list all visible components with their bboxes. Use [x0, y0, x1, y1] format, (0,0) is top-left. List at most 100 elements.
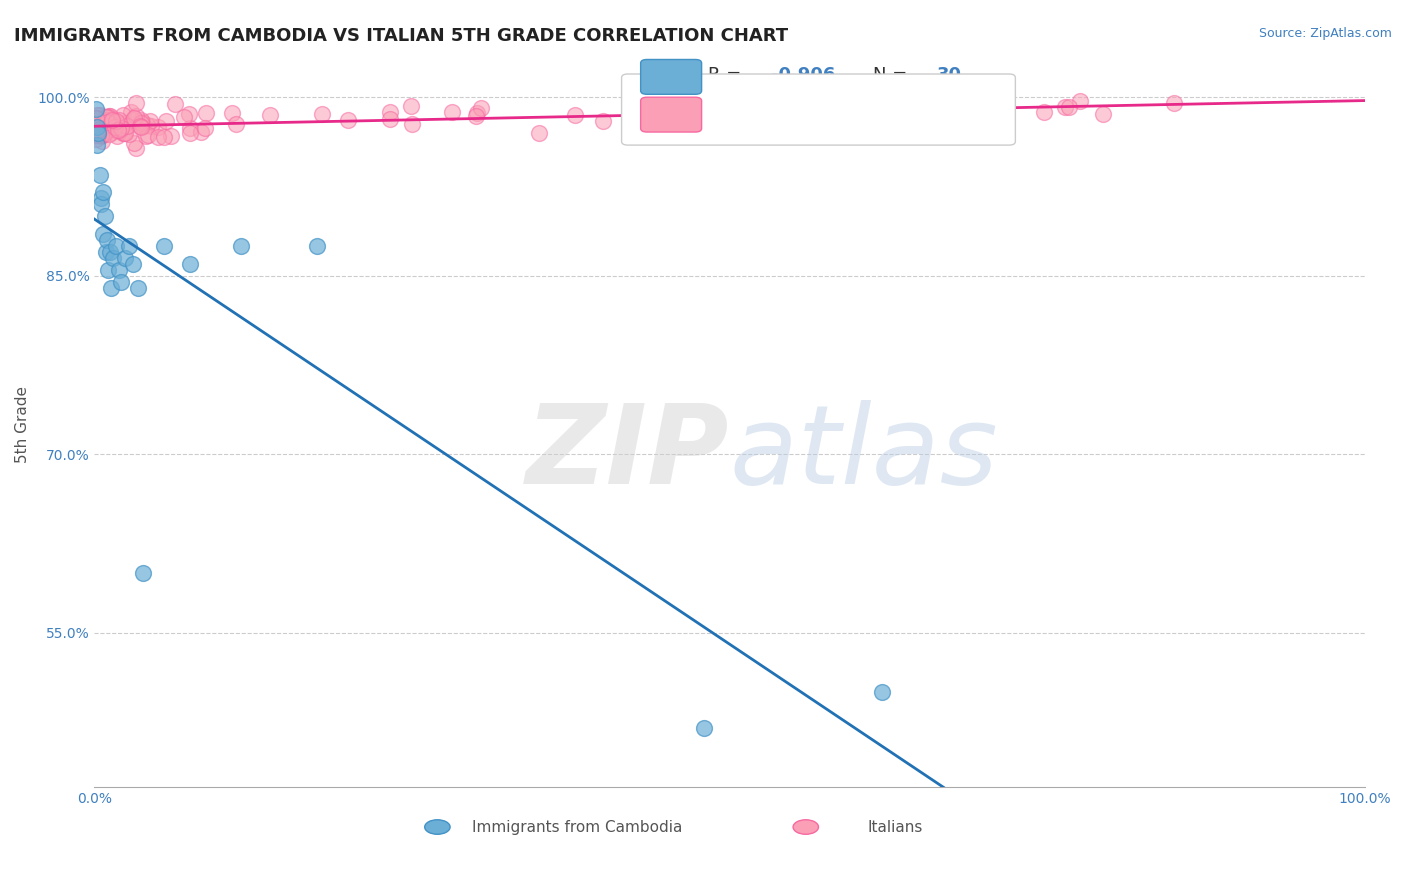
Point [90, 128, 112, 142]
FancyBboxPatch shape [641, 60, 702, 95]
Point [96, 114, 118, 128]
Point [94, 244, 117, 259]
Point [112, 118, 135, 132]
Point [655, 109, 678, 123]
Point [87, 126, 110, 140]
Point [96, 233, 118, 247]
Point [107, 120, 129, 135]
Point [129, 120, 152, 135]
Point [973, 112, 995, 126]
Point [97, 262, 120, 277]
Point [135, 119, 157, 133]
Point [401, 117, 423, 131]
FancyBboxPatch shape [621, 74, 1015, 145]
Point [96, 110, 118, 124]
Point [84, 128, 107, 142]
Point [311, 106, 333, 120]
Point [89, 119, 111, 133]
Point [131, 113, 153, 128]
Point [1069, 95, 1091, 109]
Point [305, 239, 328, 253]
Point [94, 125, 117, 139]
Point [89, 122, 111, 136]
Point [967, 90, 990, 104]
Point [84, 126, 107, 140]
Point [98, 109, 121, 123]
Point [693, 721, 716, 735]
Point [470, 101, 492, 115]
Point [86, 112, 108, 127]
Point [112, 117, 135, 131]
Point [592, 114, 614, 128]
Text: R =: R = [709, 66, 747, 84]
Point [86, 137, 108, 152]
Point [121, 257, 143, 271]
Text: Italians: Italians [868, 820, 922, 835]
Point [139, 113, 162, 128]
Text: Source: ZipAtlas.com: Source: ZipAtlas.com [1258, 27, 1392, 40]
Point [87, 120, 110, 134]
Text: ZIP: ZIP [526, 400, 730, 507]
Text: N =: N = [873, 66, 912, 84]
Point [153, 239, 176, 253]
Point [114, 251, 136, 265]
Point [89, 108, 111, 122]
Point [94, 120, 117, 134]
Point [1053, 100, 1076, 114]
Point [91, 227, 114, 241]
Point [155, 114, 177, 128]
Point [110, 275, 132, 289]
Point [86, 120, 108, 134]
Point [90, 113, 112, 128]
Point [664, 107, 686, 121]
Point [84, 114, 107, 128]
Point [914, 110, 936, 124]
Point [90, 121, 112, 136]
Point [967, 90, 990, 104]
Point [165, 97, 187, 112]
Point [96, 115, 118, 129]
Point [870, 685, 893, 699]
Point [93, 115, 115, 129]
Point [84, 112, 107, 126]
Point [131, 114, 153, 128]
Point [790, 98, 813, 112]
Point [1032, 105, 1054, 120]
Point [90, 191, 112, 205]
Point [125, 109, 148, 123]
Point [100, 280, 122, 294]
Point [101, 112, 124, 127]
Point [120, 105, 142, 120]
Point [141, 119, 163, 133]
Point [115, 119, 138, 133]
Point [90, 197, 112, 211]
Point [194, 106, 217, 120]
Text: N =: N = [873, 104, 912, 122]
Point [179, 126, 201, 140]
Point [464, 109, 486, 123]
Point [111, 126, 134, 140]
Point [86, 122, 108, 136]
Point [152, 130, 174, 145]
Point [89, 122, 111, 136]
Text: atlas: atlas [730, 400, 998, 507]
Text: 30: 30 [936, 66, 962, 84]
Point [107, 123, 129, 137]
Point [94, 118, 117, 132]
Text: 0.727: 0.727 [772, 104, 828, 122]
Point [131, 566, 153, 580]
Point [122, 112, 145, 127]
Point [96, 110, 118, 124]
Text: IMMIGRANTS FROM CAMBODIA VS ITALIAN 5TH GRADE CORRELATION CHART: IMMIGRANTS FROM CAMBODIA VS ITALIAN 5TH … [14, 27, 789, 45]
Point [86, 112, 108, 126]
Point [90, 128, 112, 143]
Text: -0.906: -0.906 [772, 66, 835, 84]
Circle shape [425, 820, 450, 834]
Point [103, 251, 125, 265]
Point [91, 134, 114, 148]
Point [114, 126, 136, 140]
Point [221, 106, 243, 120]
Circle shape [793, 820, 818, 834]
Point [229, 239, 252, 253]
Point [87, 128, 110, 142]
